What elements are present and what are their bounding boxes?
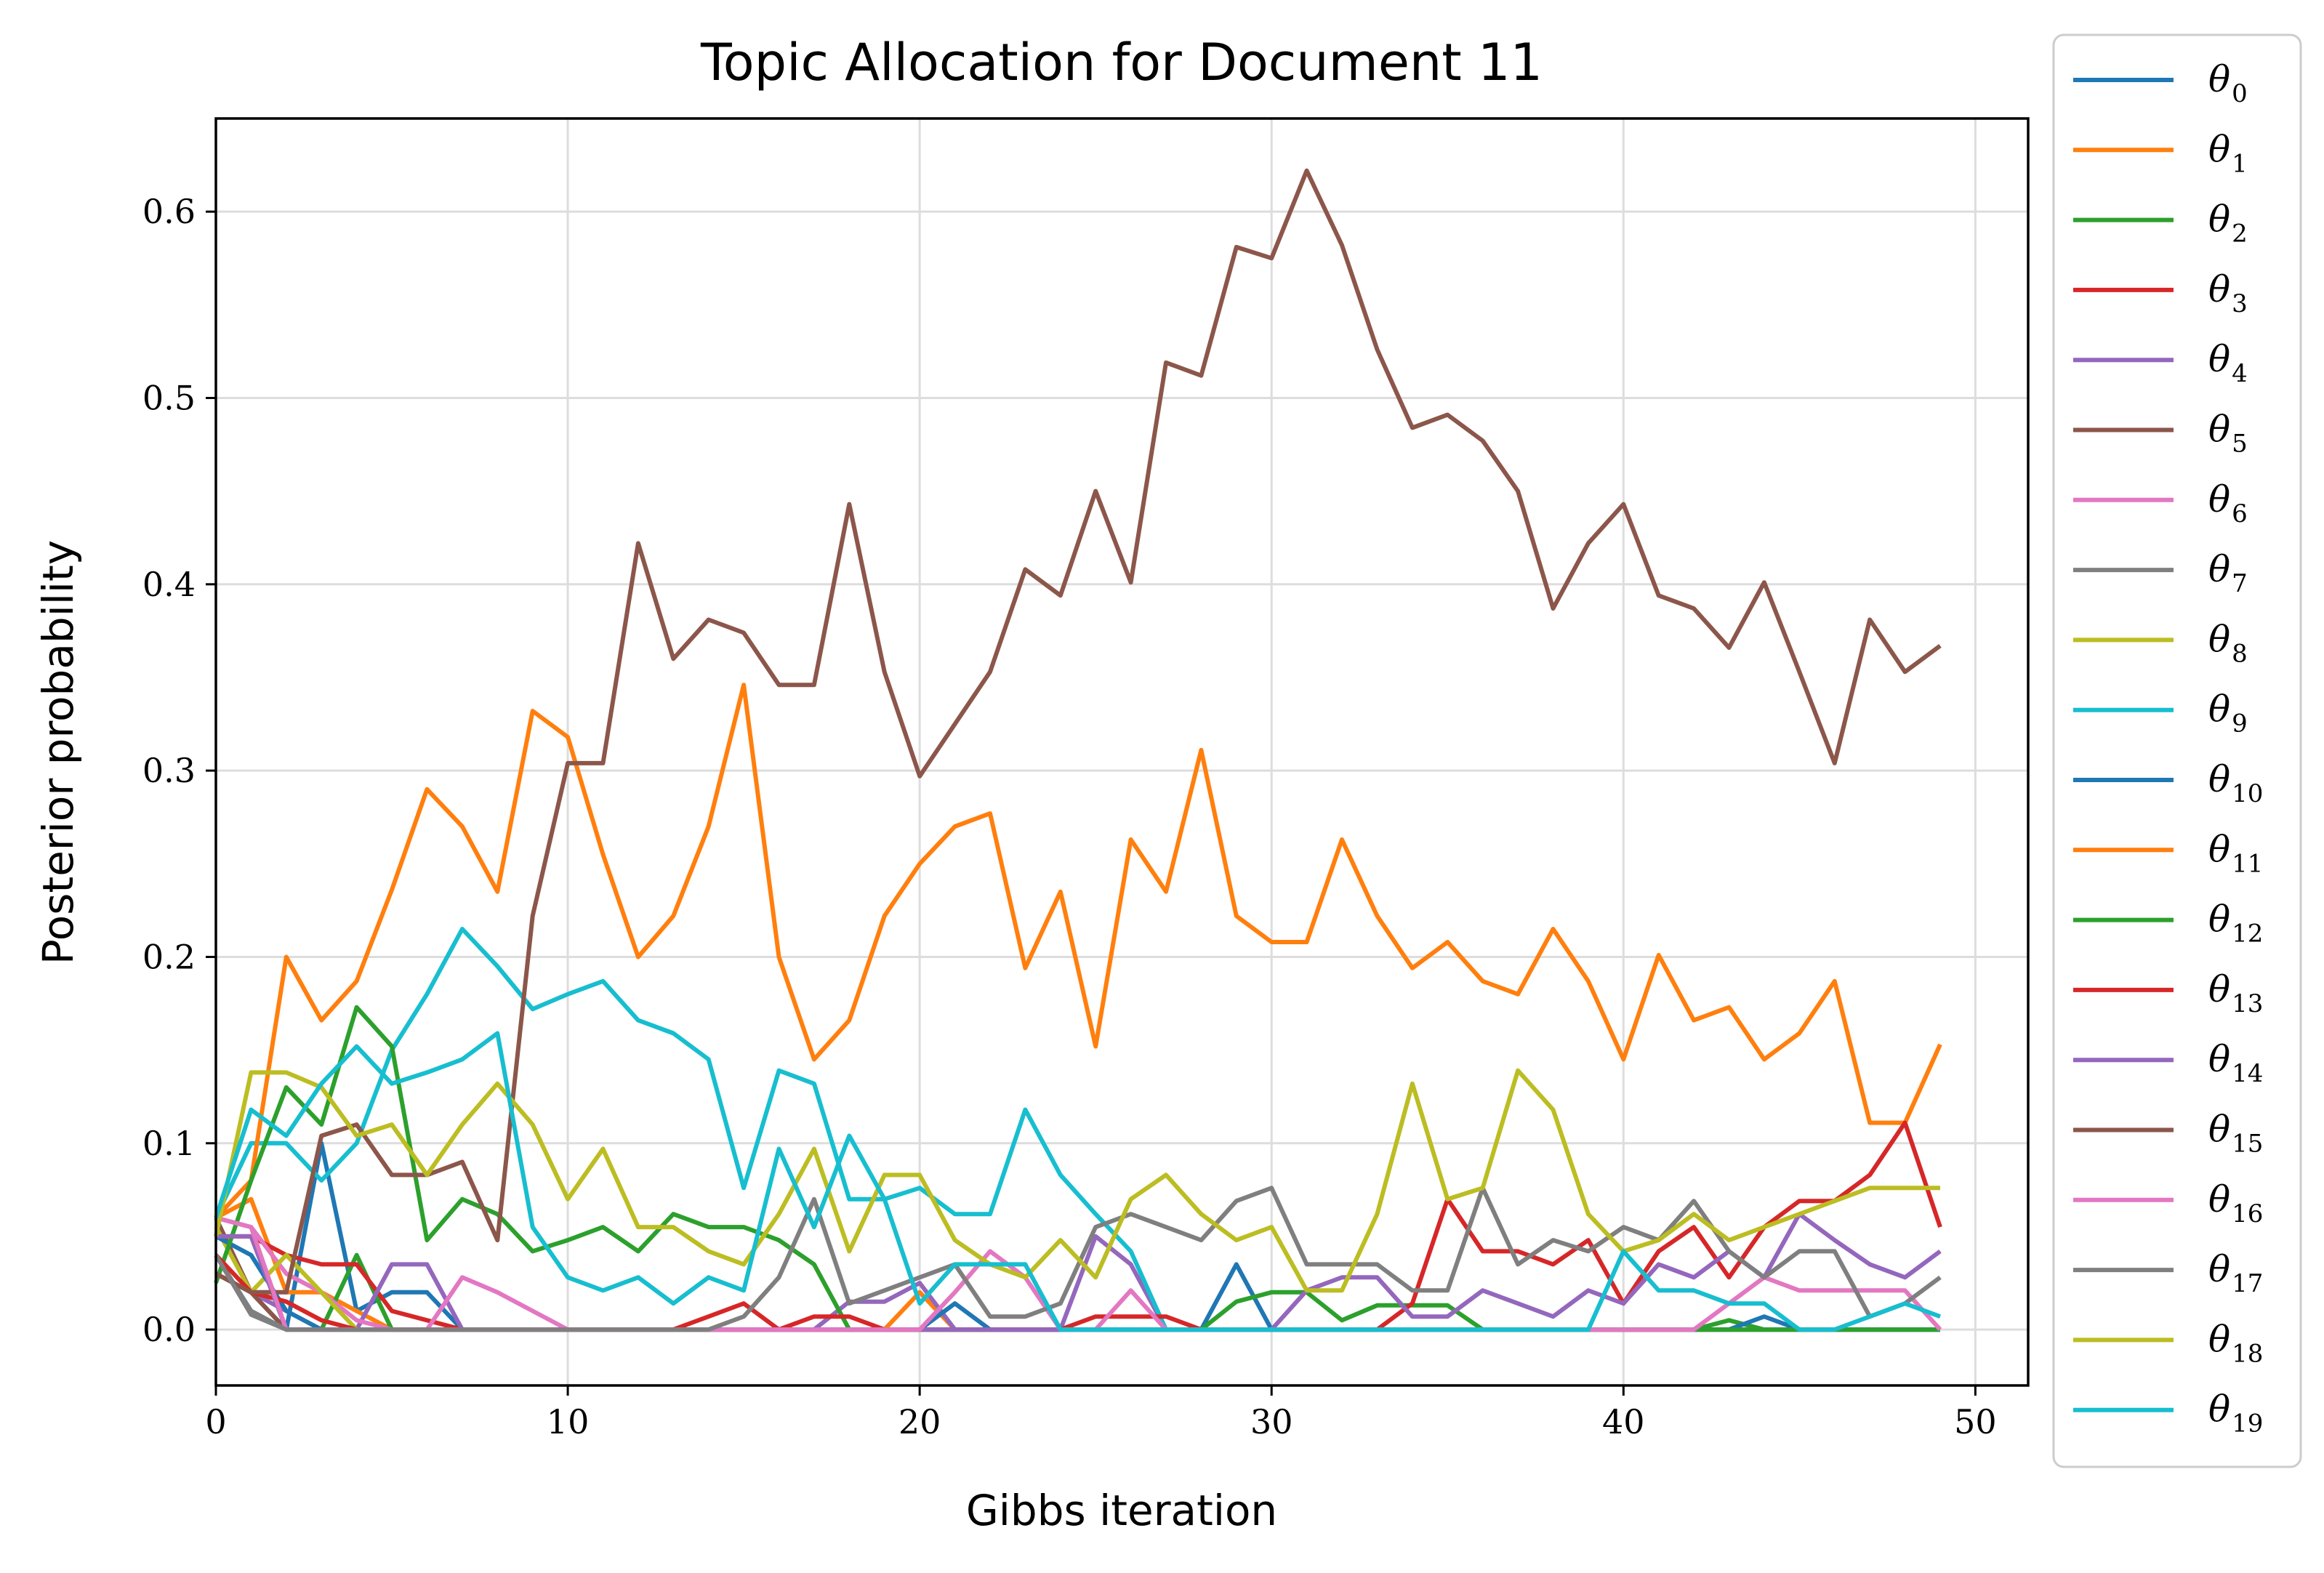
legend-entry-label: θ1 [2208, 128, 2248, 178]
y-tick-label: 0.6 [142, 192, 196, 231]
y-axis-label: Posterior probability [33, 540, 83, 965]
legend-entry-label: θ8 [2208, 618, 2248, 668]
y-tick-label: 0.2 [142, 937, 196, 976]
legend-entry-label: θ10 [2208, 758, 2263, 808]
y-tick-label: 0.5 [142, 378, 196, 417]
legend-entry-label: θ11 [2208, 828, 2263, 878]
x-tick-label: 10 [547, 1402, 590, 1441]
legend-entry-label: θ2 [2208, 198, 2248, 249]
x-tick-label: 20 [898, 1402, 941, 1441]
x-tick-label: 40 [1602, 1402, 1645, 1441]
legend-entry-label: θ19 [2208, 1388, 2263, 1439]
series-line-theta-19 [214, 1031, 1942, 1332]
x-tick-label: 30 [1250, 1402, 1293, 1441]
legend-entry-label: θ3 [2208, 268, 2248, 318]
y-tick-label: 0.3 [142, 751, 196, 790]
series-line-theta-18 [214, 1068, 1940, 1293]
legend-entry-label: θ17 [2208, 1248, 2263, 1298]
y-tick-label: 0.1 [142, 1124, 196, 1163]
series-line-theta-17 [214, 1186, 1942, 1332]
legend-entry-label: θ7 [2208, 548, 2248, 598]
y-tick-label: 0.0 [142, 1310, 196, 1349]
legend-entry-label: θ16 [2208, 1178, 2263, 1228]
legend: θ0 θ1 θ2 θ3 θ4 θ5 θ6 θ7 θ8 θ9 θ10 θ11 θ12 θ13 θ14 θ15 θ1… [2052, 33, 2302, 1468]
x-tick-label: 0 [205, 1402, 226, 1441]
legend-entry-label: θ15 [2208, 1109, 2263, 1159]
series-lines [214, 168, 1942, 1332]
legend-box [2052, 33, 2302, 1468]
legend-entry-label: θ9 [2208, 688, 2248, 739]
legend-entry-label: θ18 [2208, 1318, 2263, 1368]
legend-entry-label: θ12 [2208, 898, 2263, 949]
legend-entry-label: θ6 [2208, 478, 2248, 528]
chart-title: Topic Allocation for Document 11 [700, 33, 1543, 92]
y-tick-label: 0.4 [142, 565, 196, 604]
series-line-theta-11 [214, 683, 1942, 1220]
plot-frame [214, 117, 2030, 1387]
legend-entry-label: θ5 [2208, 409, 2248, 459]
legend-entry-label: θ4 [2208, 338, 2248, 388]
legend-entry-label: θ0 [2208, 58, 2248, 108]
x-axis-label: Gibbs iteration [966, 1486, 1277, 1535]
axis-ticks: 0 10 20 30 40 50 0.0 0.1 0.2 0.3 0.4 0.5 0.6 [142, 192, 1997, 1441]
series-line-theta-15 [214, 168, 1942, 1295]
legend-entry-label: θ14 [2208, 1038, 2263, 1088]
x-tick-label: 50 [1954, 1402, 1997, 1441]
legend-entry-label: θ13 [2208, 968, 2263, 1018]
